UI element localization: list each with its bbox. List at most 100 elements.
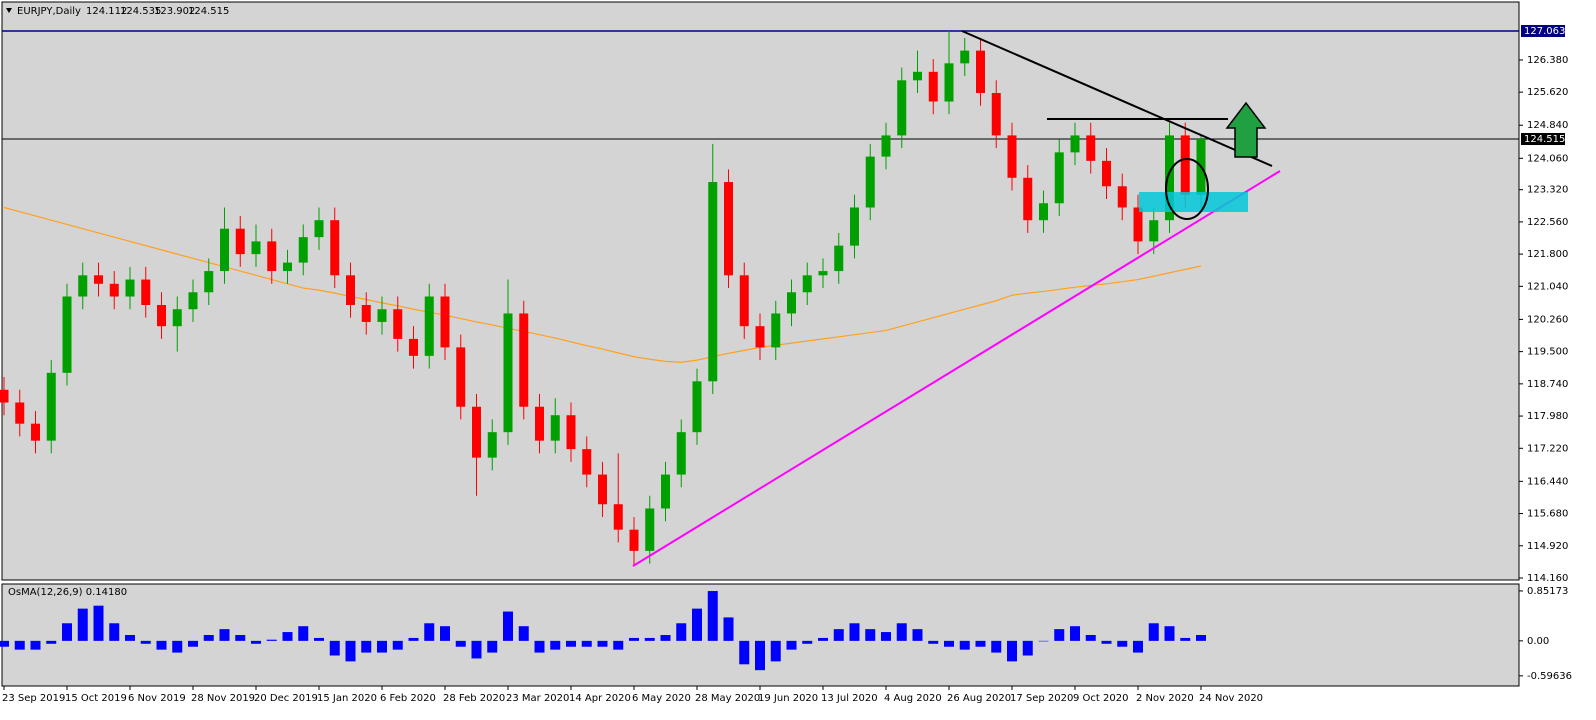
resistance-trendline xyxy=(961,30,1273,167)
osma-bar xyxy=(865,629,876,641)
candle-body xyxy=(550,415,560,441)
osma-bar xyxy=(30,640,41,650)
osma-bar xyxy=(581,640,592,647)
osma-bar xyxy=(597,640,608,647)
y-tick-label: 114.920 xyxy=(1527,541,1568,552)
osma-bar xyxy=(707,591,718,641)
osma-bar xyxy=(896,623,907,641)
osma-bar xyxy=(172,640,183,653)
y-tick-label: 117.980 xyxy=(1527,411,1568,422)
osma-bar xyxy=(991,640,1002,653)
osma-bar xyxy=(0,640,9,647)
candle-body xyxy=(283,262,292,272)
osma-bar xyxy=(14,640,25,650)
osma-bar xyxy=(786,640,797,650)
osma-bar xyxy=(188,640,198,647)
osma-bar xyxy=(125,635,135,641)
osma-bar xyxy=(1054,629,1065,641)
osma-bar xyxy=(156,640,167,650)
y-tick-label: 115.680 xyxy=(1527,509,1568,520)
osma-bar xyxy=(755,640,765,671)
osma-bar xyxy=(644,637,655,641)
y-tick-label: 126.380 xyxy=(1527,55,1568,66)
candle-body xyxy=(613,504,623,530)
candle-body xyxy=(15,402,25,424)
osma-bar xyxy=(802,640,813,644)
candle-body xyxy=(661,474,670,509)
header-value: 124.535 xyxy=(120,6,161,17)
x-tick-label: 14 Apr 2020 xyxy=(569,693,631,704)
candle-body xyxy=(519,313,529,407)
header-value: 123.902 xyxy=(154,6,195,17)
y-tick-label: 123.320 xyxy=(1527,185,1568,196)
x-tick-label: 2 Nov 2020 xyxy=(1136,693,1194,704)
osma-bar xyxy=(93,605,104,641)
indicator-title: OsMA(12,26,9) 0.14180 xyxy=(8,587,127,598)
osma-bar xyxy=(266,639,277,641)
candle-body xyxy=(535,406,544,441)
y-tick-label: 124.840 xyxy=(1527,120,1568,131)
osma-bar xyxy=(566,640,576,647)
candle-body xyxy=(960,50,970,64)
osma-bar xyxy=(818,637,828,641)
candle-body xyxy=(267,241,277,272)
x-tick-label: 17 Sep 2020 xyxy=(1010,693,1073,704)
osma-bar xyxy=(959,640,970,650)
candle-body xyxy=(424,296,434,356)
candle-body xyxy=(188,292,198,310)
osma-bar xyxy=(518,626,529,641)
x-tick-label: 15 Oct 2019 xyxy=(65,693,127,704)
candle-body xyxy=(928,71,938,102)
osma-bar xyxy=(1180,637,1191,641)
osma-bar xyxy=(235,635,246,641)
y-tick-label: 121.040 xyxy=(1527,281,1568,292)
highlight-circle xyxy=(1165,158,1209,220)
osma-bar xyxy=(1070,626,1080,641)
osma-bar xyxy=(282,632,293,641)
osma-bar xyxy=(314,637,324,641)
osma-bar xyxy=(140,640,151,644)
menu-triangle xyxy=(6,8,12,13)
candle-body xyxy=(724,182,733,276)
candle-body xyxy=(487,432,497,458)
osma-bar xyxy=(1038,640,1049,642)
candle-body xyxy=(850,207,859,246)
up-arrow xyxy=(1225,101,1267,158)
candle-body xyxy=(944,63,954,102)
price-pane xyxy=(1,1,1520,581)
candle-body xyxy=(298,237,308,263)
osma-bar xyxy=(487,640,498,653)
candle-body xyxy=(62,296,72,373)
osma-bar xyxy=(1022,640,1033,656)
osma-bar xyxy=(692,608,702,641)
osma-bar xyxy=(660,635,671,641)
osma-bar xyxy=(251,640,261,644)
y-tick-label: -0.59636 xyxy=(1527,671,1572,682)
osma-bar xyxy=(1164,626,1175,641)
candle-body xyxy=(1165,135,1174,221)
candle-body xyxy=(204,271,214,293)
candle-body xyxy=(393,309,403,339)
candle-body xyxy=(913,71,922,81)
osma-bar xyxy=(408,637,419,641)
y-tick-label: 114.160 xyxy=(1527,573,1568,584)
osma-bar xyxy=(46,640,57,644)
candle-body xyxy=(881,135,891,157)
osma-bar xyxy=(361,640,372,653)
candle-body xyxy=(94,275,103,284)
y-tick-label: 0.00 xyxy=(1527,636,1549,647)
candle-body xyxy=(456,347,466,407)
price-marker-box xyxy=(1521,24,1565,37)
candle-body xyxy=(1070,135,1080,153)
candle-body xyxy=(755,326,765,348)
y-tick-label: 116.440 xyxy=(1527,476,1568,487)
candle-body xyxy=(676,432,686,475)
header-value: 124.515 xyxy=(188,6,229,17)
candle-body xyxy=(440,296,450,348)
x-tick-label: 9 Oct 2020 xyxy=(1073,693,1128,704)
osma-bar xyxy=(329,640,340,656)
candle-body xyxy=(78,275,88,297)
candle-body xyxy=(991,93,1001,136)
candle-body xyxy=(1007,135,1017,178)
